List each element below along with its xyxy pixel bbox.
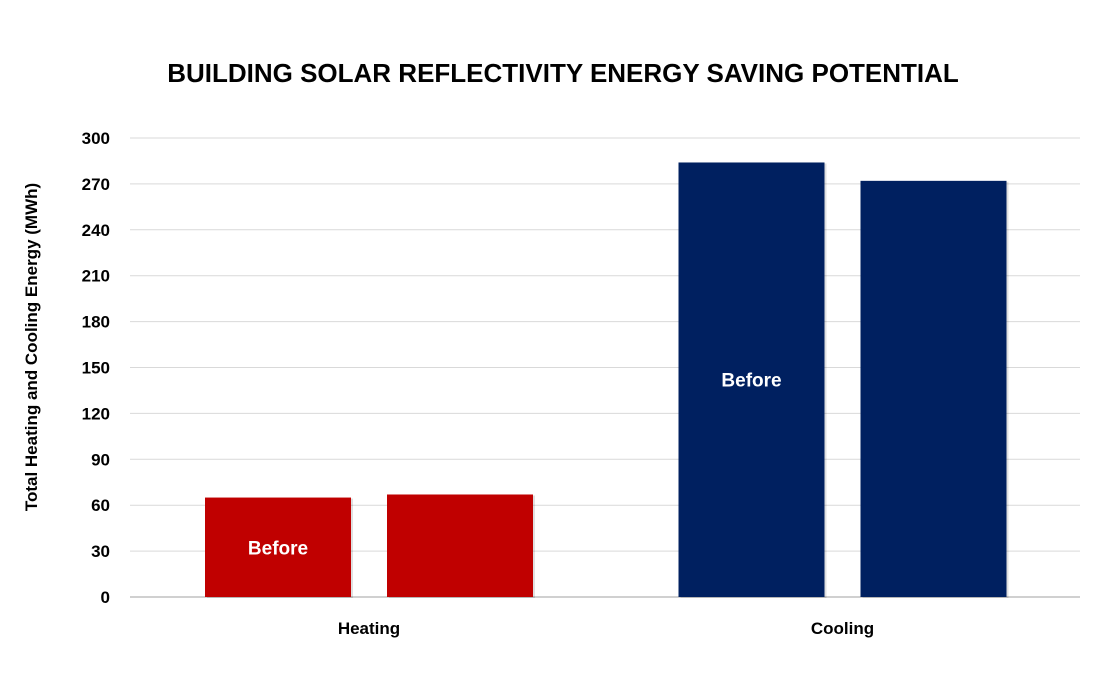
- y-tick-label: 30: [91, 542, 110, 561]
- x-tick-label: Cooling: [811, 619, 874, 638]
- x-tick-label: Heating: [338, 619, 400, 638]
- y-tick-label: 270: [82, 175, 110, 194]
- y-tick-label: 240: [82, 221, 110, 240]
- bar-heating-after: [387, 494, 533, 597]
- bar-data-label: Before: [721, 371, 781, 392]
- bar-data-label: Before: [248, 538, 308, 559]
- y-tick-label: 210: [82, 267, 110, 286]
- bar-cooling-after: [860, 180, 1007, 597]
- y-tick-label: 120: [82, 404, 110, 423]
- y-tick-label: 90: [91, 450, 110, 469]
- y-axis-label: Total Heating and Cooling Energy (MWh): [22, 183, 41, 511]
- bar-heating-before: [205, 497, 351, 597]
- y-tick-label: 180: [82, 313, 110, 332]
- y-tick-label: 300: [82, 129, 110, 148]
- bar-cooling-before: [678, 162, 825, 598]
- chart-title: BUILDING SOLAR REFLECTIVITY ENERGY SAVIN…: [167, 58, 959, 88]
- y-tick-label: 60: [91, 496, 110, 515]
- y-tick-label: 0: [101, 588, 110, 607]
- y-tick-label: 150: [82, 359, 110, 378]
